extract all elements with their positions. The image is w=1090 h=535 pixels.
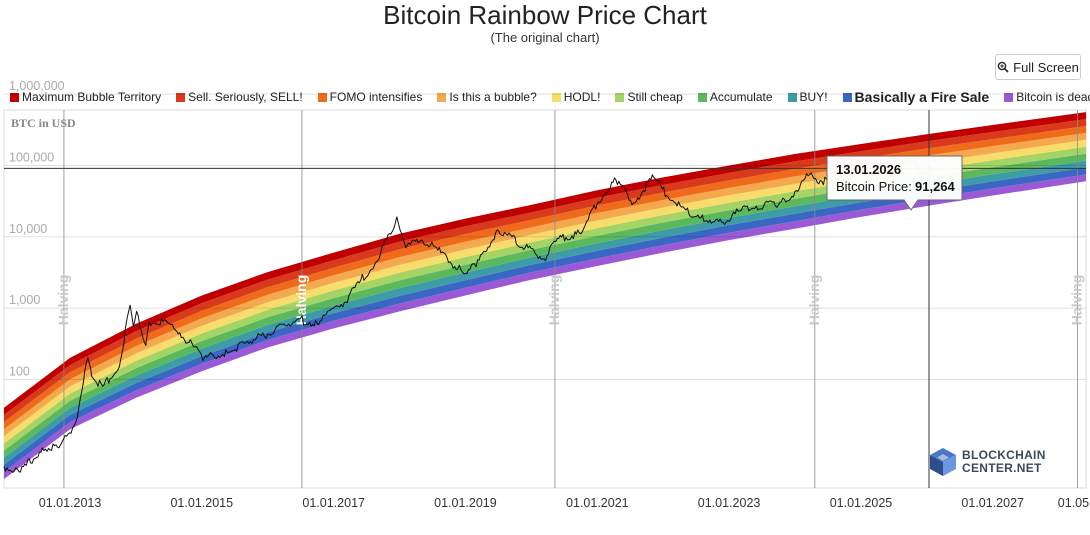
halving-label: Halving xyxy=(806,275,822,326)
legend-item-fire-sale[interactable]: Basically a Fire Sale xyxy=(842,89,990,105)
tooltip-date: 13.01.2026 xyxy=(836,162,901,177)
legend: Maximum Bubble Territory Sell. Seriously… xyxy=(10,89,1090,105)
legend-swatch xyxy=(842,92,852,102)
x-tick-label: 01.01.2017 xyxy=(302,496,365,510)
legend-item-bitcoin-dead[interactable]: Bitcoin is dead xyxy=(1004,90,1090,104)
tooltip-box xyxy=(826,155,963,211)
halving-label: Halving xyxy=(546,275,562,326)
legend-label: BUY! xyxy=(799,90,828,104)
tooltip-price-label: Bitcoin Price: xyxy=(836,179,912,194)
logo-line-2: CENTER.NET xyxy=(962,461,1042,475)
legend-swatch xyxy=(787,92,797,102)
legend-item-bubble[interactable]: Is this a bubble? xyxy=(437,90,537,104)
legend-label: Is this a bubble? xyxy=(449,90,537,104)
x-tick-label: 01.01.2015 xyxy=(170,496,233,510)
y-tick-label: 1,000,000 xyxy=(9,79,65,93)
x-tick-label: 01.01.2023 xyxy=(698,496,761,510)
legend-swatch xyxy=(437,92,447,102)
price-tooltip: 13.01.2026 Bitcoin Price: 91,264 xyxy=(826,155,963,211)
legend-item-still-cheap[interactable]: Still cheap xyxy=(615,90,683,104)
legend-label: HODL! xyxy=(563,90,601,104)
legend-item-accumulate[interactable]: Accumulate xyxy=(697,90,773,104)
x-tick-label: 01.01.2027 xyxy=(961,496,1024,510)
legend-swatch xyxy=(10,92,19,102)
legend-label: Sell. Seriously, SELL! xyxy=(188,90,303,104)
legend-swatch xyxy=(615,92,625,102)
y-tick-label: 10,000 xyxy=(9,222,47,236)
y-tick-label: 1,000 xyxy=(9,293,40,307)
legend-label: Still cheap xyxy=(627,90,683,104)
full-screen-button[interactable]: Full Screen xyxy=(995,54,1081,80)
zoom-icon xyxy=(997,61,1009,73)
legend-item-maximum-bubble[interactable]: Maximum Bubble Territory xyxy=(10,90,161,104)
legend-swatch xyxy=(697,92,707,102)
legend-item-sell[interactable]: Sell. Seriously, SELL! xyxy=(176,90,303,104)
legend-item-fomo[interactable]: FOMO intensifies xyxy=(317,90,423,104)
x-tick-label: 01.01.2021 xyxy=(566,496,629,510)
plot-frame xyxy=(3,109,1087,489)
legend-swatch xyxy=(1004,92,1014,102)
y-tick-label: 100,000 xyxy=(9,150,54,164)
legend-item-hodl[interactable]: HODL! xyxy=(551,90,601,104)
x-tick-label: 01.05.... xyxy=(1058,496,1090,510)
y-axis-label: BTC in USD xyxy=(11,116,76,130)
full-screen-label: Full Screen xyxy=(1013,59,1079,75)
chart-title: Bitcoin Rainbow Price Chart xyxy=(383,0,707,30)
price-line xyxy=(3,157,930,473)
halving-label: Halving xyxy=(55,275,71,326)
x-tick-label: 01.01.2019 xyxy=(434,496,497,510)
legend-swatch xyxy=(551,92,561,102)
legend-swatch xyxy=(176,92,186,102)
y-tick-label: 100 xyxy=(9,364,30,378)
cube-logo-icon xyxy=(930,448,956,476)
legend-label: Accumulate xyxy=(709,90,773,104)
legend-swatch xyxy=(317,92,327,102)
legend-label: Bitcoin is dead xyxy=(1016,90,1090,104)
legend-label: FOMO intensifies xyxy=(329,90,423,104)
x-tick-label: 01.01.2013 xyxy=(39,496,102,510)
tooltip-price-value: 91,264 xyxy=(915,179,956,194)
legend-item-buy[interactable]: BUY! xyxy=(787,90,828,104)
halving-label: Halving xyxy=(293,275,309,326)
logo-line-1: BLOCKCHAIN xyxy=(962,448,1046,462)
legend-label: Maximum Bubble Territory xyxy=(22,90,162,104)
chart-subtitle: (The original chart) xyxy=(490,30,600,45)
legend-label: Basically a Fire Sale xyxy=(854,89,990,105)
blockchaincenter-logo: BLOCKCHAIN CENTER.NET xyxy=(928,446,1046,478)
halving-label: Halving xyxy=(1069,275,1085,326)
x-tick-label: 01.01.2025 xyxy=(830,496,893,510)
